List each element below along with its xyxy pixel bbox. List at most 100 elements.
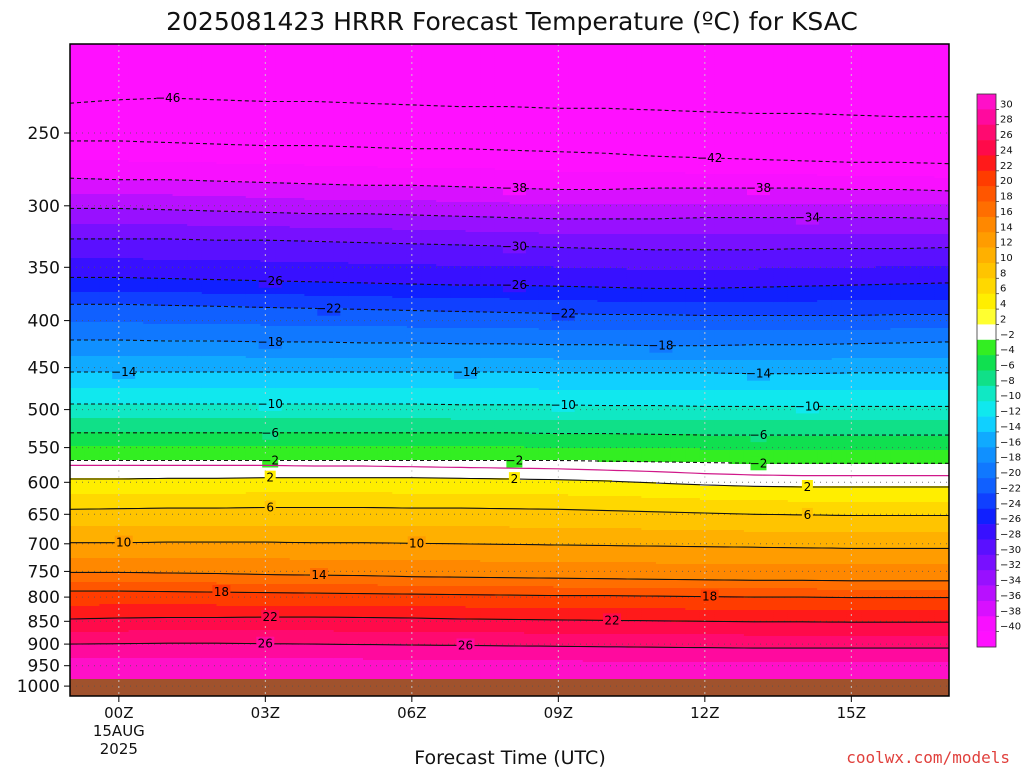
- contour-line: [70, 541, 949, 549]
- contour-label: 18: [702, 590, 717, 604]
- colorbar-label: −18: [1000, 453, 1021, 464]
- contour-label: 22: [263, 610, 278, 624]
- contour-label: −42: [697, 151, 722, 165]
- contour-line: [70, 616, 949, 623]
- y-tick-label: 550: [28, 439, 60, 459]
- contour-label: 6: [804, 508, 812, 522]
- colorbar-label: −14: [1000, 422, 1021, 433]
- credit-link[interactable]: coolwx.com/models: [846, 748, 1010, 767]
- colorbar-swatch: [977, 370, 996, 387]
- colorbar-label: −10: [1000, 391, 1021, 402]
- colorbar-swatch: [977, 493, 996, 510]
- colorbar-swatch: [977, 355, 996, 371]
- colorbar-label: −8: [1000, 376, 1015, 387]
- colorbar-swatch: [977, 462, 996, 479]
- contour-label: 10: [116, 536, 131, 550]
- contour-label: −2: [750, 456, 768, 470]
- colorbar-label: −34: [1000, 576, 1021, 587]
- y-tick-label: 400: [28, 312, 60, 332]
- y-tick-label: 750: [28, 562, 60, 582]
- colorbar-swatch: [977, 201, 996, 218]
- y-tick-label: 300: [28, 197, 60, 217]
- contour-label: 6: [266, 501, 274, 515]
- colorbar-label: −26: [1000, 514, 1021, 525]
- chart-title: 2025081423 HRRR Forecast Temperature (ºC…: [166, 7, 858, 36]
- y-tick-label: 700: [28, 535, 60, 555]
- colorbar-label: −2: [1000, 330, 1015, 341]
- y-axis: 250 300 350 400 450 500 550 600 650 700 750 800 850 9…: [17, 124, 70, 697]
- colorbar-swatch: [977, 140, 996, 156]
- y-tick-label: 600: [28, 473, 60, 493]
- colorbar-label: 14: [1000, 222, 1013, 233]
- contour-label: −18: [258, 335, 283, 349]
- contour-label: −38: [746, 181, 771, 195]
- colorbar-swatch: [977, 170, 996, 187]
- contour-label: −26: [502, 278, 527, 292]
- contour-label: −2: [506, 454, 524, 468]
- colorbar-label: −12: [1000, 407, 1021, 418]
- y-tick-label: 1000: [17, 677, 60, 697]
- contour-label: −10: [795, 399, 820, 413]
- colorbar-swatch: [977, 247, 996, 264]
- colorbar-swatch: [977, 232, 996, 248]
- x-tick-label: 06Z: [397, 704, 426, 722]
- contour-label: 22: [604, 613, 619, 627]
- y-tick-label: 900: [28, 635, 60, 655]
- contour-line: [70, 642, 949, 649]
- contour-label: 26: [258, 637, 273, 651]
- contour-label: 26: [458, 639, 473, 653]
- y-tick-label: 450: [28, 359, 60, 379]
- contour-label: −26: [258, 274, 283, 288]
- colorbar-label: −22: [1000, 483, 1021, 494]
- colorbar-swatch: [977, 508, 996, 525]
- contour-label: −22: [316, 302, 341, 316]
- colorbar-swatch: [977, 186, 996, 202]
- contour-line: [70, 571, 949, 582]
- colorbar-swatch: [977, 431, 996, 448]
- x-tick-date: 15AUG: [93, 722, 145, 740]
- colorbar-label: 28: [1000, 115, 1013, 126]
- contour-label: −38: [502, 181, 527, 195]
- colorbar-label: 24: [1000, 145, 1013, 156]
- colorbar-swatch: [977, 324, 996, 341]
- x-tick-label: 12Z: [690, 704, 719, 722]
- colorbar-label: 18: [1000, 192, 1013, 203]
- contour-label: −6: [750, 428, 768, 442]
- y-tick-label: 800: [28, 588, 60, 608]
- colorbar-label: 26: [1000, 130, 1013, 141]
- colorbar-swatch: [977, 524, 996, 540]
- colorbar-label: 16: [1000, 207, 1013, 218]
- x-tick-label: 09Z: [544, 704, 573, 722]
- colorbar-label: 2: [1000, 314, 1006, 325]
- y-tick-label: 350: [28, 258, 60, 278]
- contour-label: −2: [261, 454, 279, 468]
- colorbar-label: 20: [1000, 176, 1013, 187]
- contour-line: [70, 464, 949, 477]
- contour-label: 2: [804, 480, 812, 494]
- colorbar-label: −24: [1000, 499, 1021, 510]
- colorbar-swatch: [977, 478, 996, 494]
- colorbar-swatch: [977, 293, 996, 310]
- colorbar-label: −36: [1000, 591, 1021, 602]
- colorbar-swatch: [977, 616, 996, 632]
- colorbar-swatch: [977, 155, 996, 172]
- colorbar-swatch: [977, 385, 996, 402]
- contour-label: 14: [311, 568, 326, 582]
- colorbar-swatch: [977, 447, 996, 463]
- contour-lines: −46−42−38 −38−34−30−26 −26−22 −22−18 −18−14−…: [70, 91, 949, 653]
- contour-label: −22: [551, 307, 576, 321]
- colorbar-swatch: [977, 109, 996, 126]
- colorbar-swatch: [977, 401, 996, 417]
- contour-label: −10: [551, 398, 576, 412]
- contour-label: 2: [511, 472, 519, 486]
- contour-label: −10: [258, 397, 283, 411]
- temperature-field: [70, 44, 949, 696]
- colorbar: 30 28 26 24 22 20 18 16 14 12 10 8 6 4 2 −2 −4 −6 −8 −10 −12…: [976, 93, 1021, 648]
- plot-frame: [69, 43, 950, 697]
- colorbar-label: −20: [1000, 468, 1021, 479]
- colorbar-label: −16: [1000, 437, 1021, 448]
- x-tick-label: 00Z: [104, 704, 133, 722]
- contour-label: −14: [453, 365, 478, 379]
- x-tick-year: 2025: [100, 740, 138, 758]
